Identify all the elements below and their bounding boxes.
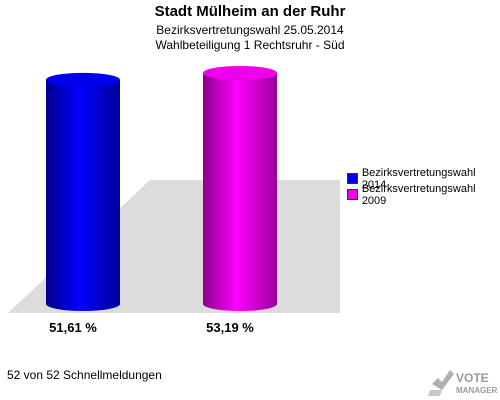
legend-item-2014: Bezirksvertretungswahl 2014 — [347, 167, 500, 191]
logo-text-vote: VOTE — [456, 371, 489, 385]
bar-value-label-0: 51,61 % — [49, 320, 97, 335]
bar-top-1 — [203, 66, 277, 80]
legend-label-2009: Bezirksvertretungswahl 2009 — [361, 182, 476, 207]
logo-text-manager: MANAGER — [456, 386, 498, 395]
chart-subtitle-election: Bezirksvertretungswahl 25.05.2014 — [156, 23, 344, 37]
legend-label-2014: Bezirksvertretungswahl 2014 — [361, 166, 476, 191]
bar-top-0 — [46, 72, 120, 87]
chart-subtitle-district: Wahlbeteiligung 1 Rechtsruhr - Süd — [155, 38, 345, 52]
ballot-check-icon — [428, 370, 454, 396]
bar-body-1 — [203, 73, 277, 311]
legend-swatch-2014 — [347, 173, 358, 184]
bar-1 — [203, 66, 277, 311]
legend-swatch-2009 — [347, 189, 358, 200]
bar-value-label-1: 53,19 % — [206, 320, 254, 335]
footer-status: 52 von 52 Schnellmeldungen — [7, 368, 162, 382]
legend: Bezirksvertretungswahl 2014 Bezirksvertr… — [347, 167, 500, 207]
bar-body-0 — [46, 79, 120, 311]
bar-0 — [46, 72, 120, 311]
chart-title: Stadt Mülheim an der Ruhr — [154, 3, 346, 20]
legend-item-2009: Bezirksvertretungswahl 2009 — [347, 183, 500, 207]
votemanager-logo: VOTE MANAGER — [428, 370, 498, 396]
